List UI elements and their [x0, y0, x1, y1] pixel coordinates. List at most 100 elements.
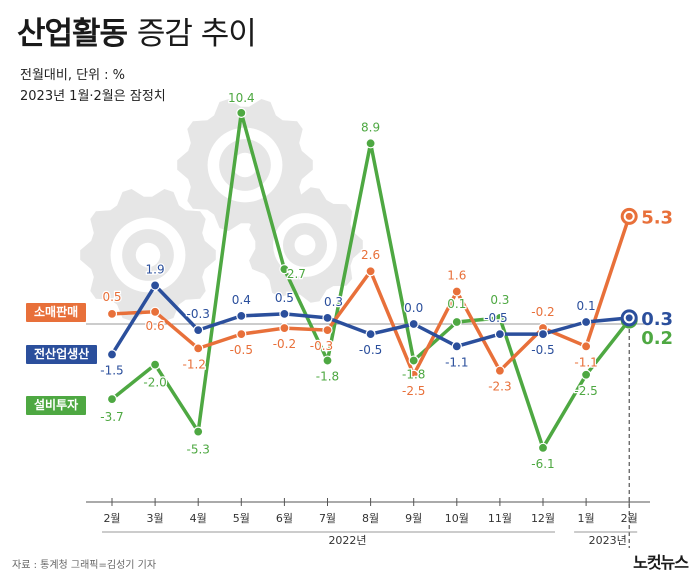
gear-background-icon — [80, 99, 363, 321]
data-point-1 — [150, 280, 161, 291]
x-tick-label: 7월 — [319, 512, 336, 525]
data-label: 1.6 — [447, 269, 466, 283]
data-point-1 — [279, 308, 290, 319]
data-label: -1.8 — [316, 370, 339, 384]
legend-production: 전산업생산 — [26, 345, 98, 364]
data-label: -6.1 — [531, 457, 554, 471]
data-point-1 — [408, 318, 419, 330]
series-endpoint-dot-1 — [625, 314, 633, 322]
data-label: -0.2 — [273, 337, 296, 351]
data-label: -1.1 — [574, 355, 597, 369]
data-label: -2.5 — [574, 384, 597, 398]
data-label: 0.3 — [641, 309, 673, 330]
title-light: 증감 추이 — [136, 16, 257, 52]
data-label: 0.1 — [447, 297, 466, 311]
data-label: 0.2 — [641, 328, 673, 349]
data-point-0 — [365, 266, 376, 277]
data-label: 1.9 — [146, 262, 165, 276]
data-label: -0.5 — [484, 311, 507, 325]
data-point-2 — [365, 138, 376, 149]
x-tick-label: 9월 — [405, 512, 422, 525]
data-label: 5.3 — [641, 207, 673, 228]
data-point-1 — [580, 316, 592, 328]
data-label: -0.5 — [359, 343, 382, 357]
data-label: -2.5 — [402, 384, 425, 398]
data-point-2 — [451, 316, 462, 328]
data-point-1 — [236, 310, 247, 321]
data-point-1 — [193, 324, 204, 336]
data-point-0 — [322, 324, 333, 336]
data-point-2 — [580, 369, 592, 380]
x-tick-label: 10월 — [445, 512, 469, 525]
provisional-note: 2023년 1월·2월은 잠정치 — [20, 89, 166, 104]
source-credit: 자료 : 통계청 그래픽=김성기 기자 — [12, 560, 157, 571]
data-label: -1.2 — [182, 357, 205, 371]
data-point-0 — [279, 322, 290, 334]
data-label: 0.3 — [490, 293, 509, 307]
data-label: 0.6 — [146, 319, 165, 333]
data-label: -3.7 — [100, 410, 123, 424]
unit-note: 전월대비, 단위 : % — [20, 68, 126, 83]
data-point-2 — [193, 426, 204, 437]
x-tick-label: 8월 — [362, 512, 379, 525]
x-tick-label: 11월 — [488, 512, 512, 525]
data-point-0 — [494, 365, 505, 376]
data-point-2 — [279, 264, 290, 275]
data-label: 0.5 — [102, 290, 121, 304]
data-point-0 — [150, 306, 161, 317]
data-label: -1.8 — [402, 368, 425, 382]
data-point-2 — [106, 394, 118, 405]
data-label: -0.2 — [531, 305, 554, 319]
x-tick-label: 1월 — [578, 512, 595, 525]
data-label: -2.3 — [488, 380, 511, 394]
data-point-1 — [494, 329, 505, 340]
data-label: 2.6 — [361, 248, 380, 262]
data-label: -1.5 — [100, 363, 123, 377]
data-point-0 — [193, 343, 204, 354]
data-point-1 — [365, 329, 376, 340]
gear-icon — [249, 187, 363, 303]
x-tick-label: 2월 — [103, 512, 120, 525]
x-tick-label: 12월 — [531, 512, 555, 525]
data-label: -2.0 — [143, 376, 166, 390]
data-label: 0.3 — [324, 295, 343, 309]
data-label: 2.7 — [287, 267, 306, 281]
x-tick-label: 4월 — [190, 512, 207, 525]
data-label: -0.5 — [531, 343, 554, 357]
x-tick-label: 6월 — [276, 512, 293, 525]
legend-investment: 설비투자 — [26, 396, 87, 415]
data-point-0 — [106, 308, 118, 319]
data-point-1 — [451, 341, 462, 352]
data-label: 0.1 — [577, 299, 596, 313]
title-bold: 산업활동 — [17, 16, 128, 52]
data-label: 8.9 — [361, 120, 380, 134]
data-label: 0.0 — [404, 301, 423, 315]
x-tick-label: 3월 — [147, 512, 164, 525]
year-label-2023: 2023년 — [589, 534, 627, 547]
data-label: -5.3 — [186, 443, 209, 457]
data-point-1 — [537, 329, 549, 340]
publisher-logo: 노컷뉴스 — [633, 553, 689, 572]
data-point-0 — [408, 369, 419, 380]
data-point-2 — [236, 107, 247, 118]
data-point-2 — [537, 442, 549, 453]
data-label: 0.4 — [232, 293, 251, 307]
x-tick-label: 5월 — [233, 512, 250, 525]
data-point-1 — [322, 312, 333, 324]
data-point-2 — [494, 312, 505, 324]
legend-retail: 소매판매 — [26, 303, 87, 322]
data-label: -0.3 — [310, 339, 333, 353]
data-point-2 — [408, 355, 419, 366]
data-point-2 — [150, 359, 161, 370]
series-endpoint-dot-0 — [625, 212, 633, 220]
page-title: 산업활동 증감 추이 — [17, 8, 257, 53]
data-point-1 — [106, 349, 118, 360]
x-tick-label: 2월 — [621, 512, 638, 525]
year-label-2022: 2022년 — [328, 534, 366, 547]
data-label: 10.4 — [228, 91, 255, 105]
data-label: -0.5 — [230, 343, 253, 357]
data-label: -0.3 — [186, 307, 209, 321]
data-point-0 — [451, 286, 462, 297]
